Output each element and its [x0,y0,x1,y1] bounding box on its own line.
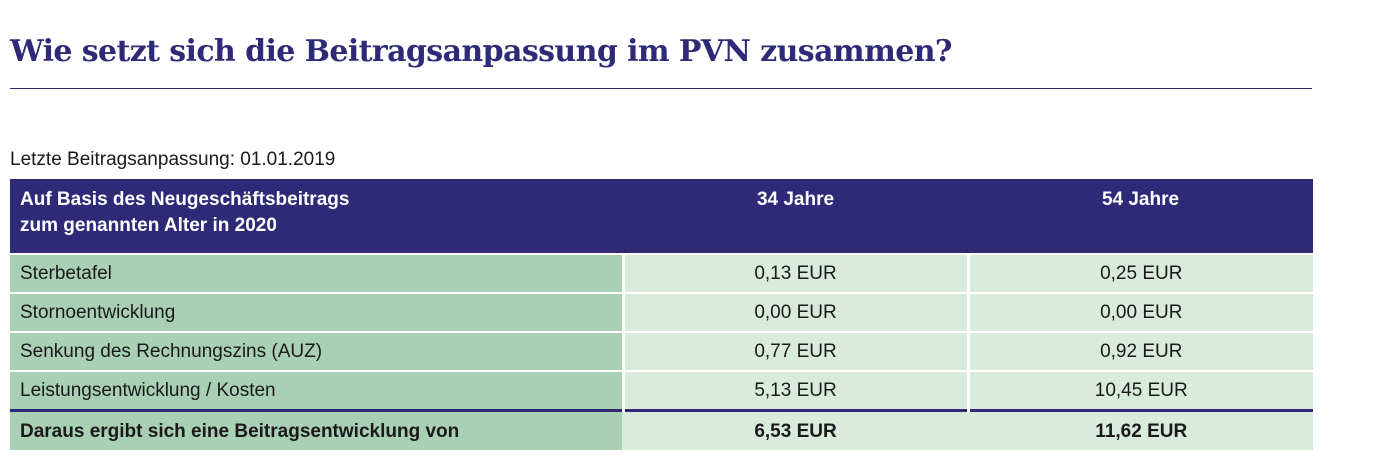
total-row: Daraus ergibt sich eine Beitragsentwickl… [10,409,1313,450]
table-header: Auf Basis des Neugeschäftsbeitrags zum g… [10,179,1313,254]
row-value-54: 0,00 EUR [966,292,1313,332]
table-body: Sterbetafel 0,13 EUR 0,25 EUR Stornoentw… [10,253,1313,450]
header-age-54: 54 Jahre [968,179,1313,254]
last-update-note: Letzte Beitragsanpassung: 01.01.2019 [10,149,336,170]
row-value-34: 0,00 EUR [621,292,968,332]
header-age-34: 34 Jahre [623,179,968,254]
table-row: Senkung des Rechnungszins (AUZ) 0,77 EUR… [10,331,1313,371]
header-row: Auf Basis des Neugeschäftsbeitrags zum g… [10,179,1313,254]
row-label-stornoentwicklung: Stornoentwicklung [10,292,623,332]
row-value-34: 5,13 EUR [621,370,968,411]
contribution-table: Auf Basis des Neugeschäftsbeitrags zum g… [10,179,1313,450]
row-value-34: 0,77 EUR [621,331,968,371]
row-value-34: 0,13 EUR [621,253,968,293]
total-value-54: 11,62 EUR [966,409,1313,450]
table-row: Stornoentwicklung 0,00 EUR 0,00 EUR [10,292,1313,332]
total-value-34: 6,53 EUR [621,409,968,450]
header-label-line1: Auf Basis des Neugeschäftsbeitrags [20,189,350,210]
table-row: Leistungsentwicklung / Kosten 5,13 EUR 1… [10,370,1313,411]
row-label-sterbetafel: Sterbetafel [10,253,623,293]
row-value-54: 0,92 EUR [966,331,1313,371]
table-row: Sterbetafel 0,13 EUR 0,25 EUR [10,253,1313,293]
header-label-line2: zum genannten Alter in 2020 [20,215,277,236]
title-divider [10,88,1312,89]
row-label-rechnungszins: Senkung des Rechnungszins (AUZ) [10,331,623,371]
header-label-cell: Auf Basis des Neugeschäftsbeitrags zum g… [10,179,623,254]
row-value-54: 0,25 EUR [966,253,1313,293]
total-label: Daraus ergibt sich eine Beitragsentwickl… [10,409,623,450]
page-title: Wie setzt sich die Beitragsanpassung im … [10,34,953,69]
row-value-54: 10,45 EUR [966,370,1313,411]
row-label-leistungsentwicklung: Leistungsentwicklung / Kosten [10,370,623,411]
